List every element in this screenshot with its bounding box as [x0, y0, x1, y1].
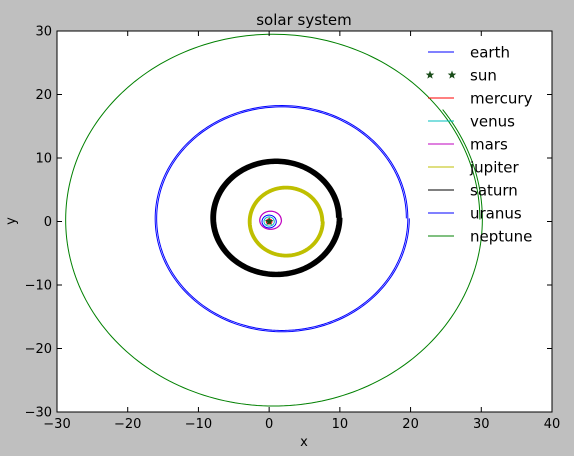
legend-item-saturn: saturn	[428, 182, 518, 200]
legend-item-mars: mars	[428, 136, 508, 154]
orbit-mars	[259, 210, 283, 230]
sun-marker	[264, 217, 274, 226]
legend-item-uranus: uranus	[428, 205, 522, 223]
orbit-neptune	[65, 33, 483, 407]
legend-label: earth	[470, 44, 510, 62]
legend-item-venus: venus	[428, 113, 515, 131]
legend-item-neptune: neptune	[428, 228, 532, 246]
x-axis-label: x	[300, 435, 308, 450]
legend-star-icon	[447, 70, 457, 79]
y-tick-label: 30	[35, 25, 52, 40]
legend-label: uranus	[470, 205, 522, 223]
orbit-venus	[263, 216, 275, 227]
x-tick-label: 40	[544, 417, 561, 432]
x-tick-label: 10	[332, 417, 349, 432]
legend-item-earth: earth	[428, 44, 510, 62]
y-tick-label: 10	[35, 152, 52, 167]
legend: earth sun mercury venus mars jupiter saturn ura…	[425, 44, 533, 246]
legend-label: saturn	[470, 182, 518, 200]
plot-frame	[56, 30, 553, 413]
x-tick-label: −10	[185, 417, 212, 432]
orbit-jupiter	[247, 185, 325, 258]
legend-star-icon	[425, 70, 435, 79]
y-tick-label: 20	[35, 88, 52, 103]
legend-label: venus	[470, 113, 515, 131]
x-tick-label: 30	[473, 417, 490, 432]
legend-label: mercury	[470, 90, 533, 108]
x-tick-label: −20	[114, 417, 141, 432]
y-tick-label: −10	[25, 279, 52, 294]
legend-item-mercury: mercury	[428, 90, 533, 108]
plot-series-group	[65, 33, 483, 407]
orbit-uranus	[154, 105, 410, 333]
y-axis-label: y	[4, 217, 19, 225]
x-tick-label: 20	[402, 417, 419, 432]
chart-title: solar system	[256, 11, 352, 29]
legend-label: sun	[470, 67, 497, 85]
y-tick-label: 0	[44, 215, 52, 230]
orbit-earth	[261, 214, 277, 229]
plot-area	[57, 31, 552, 412]
legend-label: jupiter	[469, 159, 519, 177]
y-tick-label: −30	[25, 406, 52, 421]
y-tick-label: −20	[25, 342, 52, 357]
axis-ticks: −30 −20 −10 0 10 20 30 40 −30 −20 −10 0 10 20 30	[25, 25, 561, 433]
orbit-saturn	[210, 158, 343, 278]
legend-label: mars	[470, 136, 508, 154]
x-tick-label: −30	[43, 417, 70, 432]
x-tick-label: 0	[265, 417, 273, 432]
legend-label: neptune	[470, 228, 532, 246]
legend-item-jupiter: jupiter	[428, 159, 519, 177]
legend-item-sun: sun	[425, 67, 497, 85]
